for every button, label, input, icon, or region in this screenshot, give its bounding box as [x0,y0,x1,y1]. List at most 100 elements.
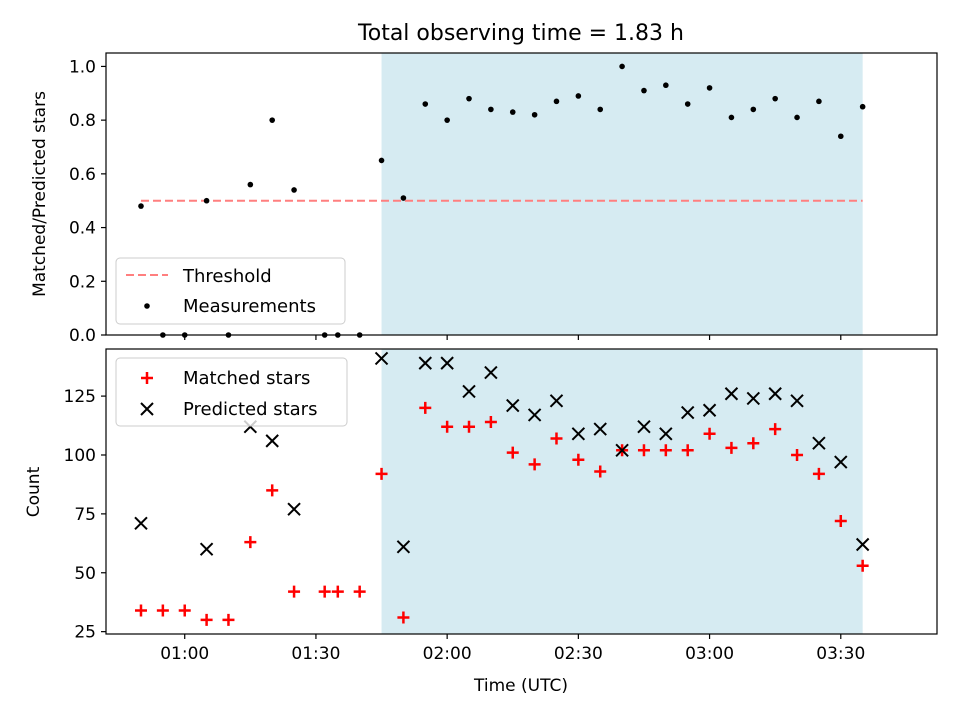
matched-stars-point [331,585,344,598]
matched-stars-point [637,444,650,457]
matched-stars-point [659,444,672,457]
count-legend-box [115,357,348,427]
count-frame [105,348,938,635]
measurement-point [509,109,516,115]
bottom-y-axis-label: Count [24,466,44,517]
measurement-point [816,98,822,105]
count-legend: Matched stars Predicted stars [115,357,348,427]
count-y-tick-label: 50 [74,564,96,584]
matched-stars-point [463,420,476,433]
measurement-point [641,87,647,94]
matched-stars-point [353,585,366,598]
measurement-point [553,98,560,105]
ratio-series-0 [138,63,866,338]
matched-stars-point [856,559,869,572]
predicted-stars-point [440,356,454,370]
predicted-stars-point [834,455,848,469]
ratio-legend-box [115,257,346,325]
matched-stars-point [318,585,331,598]
x-tick-label: 02:00 [423,644,472,664]
matched-stars-point [812,467,825,480]
predicted-stars-point [855,537,870,552]
matched-stars-point [769,423,782,436]
measurement-point [291,187,297,193]
ratio-y-tick-label: 0.4 [69,219,96,239]
x-tick-label: 03:00 [685,644,734,664]
predicted-stars-point [506,398,520,413]
measurement-point [138,203,144,209]
count-series-1 [134,351,870,556]
predicted-stars-point [790,394,804,408]
predicted-stars-point [680,405,695,420]
ratio-legend: Threshold Measurements [115,257,346,325]
predicted-stars-point [812,436,826,450]
matched-stars-point [156,604,169,617]
x-tick-label: 01:30 [291,644,340,664]
ratio-y-tick-label: 1.0 [69,57,96,77]
ratio-frame [105,52,938,336]
predicted-stars-point [702,403,717,417]
measurement-point [837,133,844,140]
count-panel: 25 50 75 100 125 01:00 01:30 02:00 02:30 03:00 03:… [64,348,938,664]
predicted-stars-point [462,384,476,399]
matched-stars-point [375,467,388,480]
measurement-point [400,195,407,201]
ratio-y-tick-label: 0.8 [69,111,96,131]
predicted-stars-point [418,356,432,370]
predicted-stars-point [571,427,586,441]
measurement-point [247,181,254,188]
matched-stars-point [288,585,301,598]
measurement-point [663,82,669,89]
count-y-tick-label: 75 [74,505,96,525]
matched-stars-point [528,458,541,471]
matched-stars-legend-swatch [141,372,153,384]
predicted-stars-point [396,540,411,554]
matched-stars-point [506,446,519,459]
threshold-legend-label: Threshold [182,266,272,287]
measurement-point [859,103,866,110]
matched-stars-point [747,437,760,450]
measurement-point [728,114,735,121]
predicted-stars-point [484,365,498,380]
predicted-stars-point [768,387,782,401]
measurement-point [575,93,582,99]
x-tick-label: 02:30 [554,644,603,664]
matched-stars-point [681,444,694,457]
matched-stars-point [703,427,716,440]
predicted-stars-point [199,542,214,556]
measurement-point [597,106,604,113]
measurement-point [794,114,800,121]
measurements-legend-swatch [144,303,150,309]
count-series-0 [134,401,869,626]
measurement-point [422,101,429,107]
predicted-stars-point [615,443,629,457]
measurement-point [684,101,691,107]
matched-stars-point [550,432,563,445]
predicted-stars-point [637,420,651,434]
measurement-point [203,197,210,204]
matched-stars-point [200,613,213,626]
matched-stars-point [572,453,585,466]
predicted-stars-point [287,502,301,516]
matched-stars-point [419,401,432,414]
measurement-point [772,95,778,102]
count-y-tick-label: 125 [64,387,96,407]
matched-stars-point [266,484,279,497]
measurement-point [269,117,276,123]
measurement-point [378,157,385,164]
matched-stars-point [834,514,847,527]
top-y-axis-label: Matched/Predicted stars [30,91,50,297]
matched-stars-point [134,604,147,617]
ratio-y-tick-label: 0.2 [69,272,96,292]
measurement-point [444,117,450,123]
measurement-point [750,106,757,113]
matched-stars-legend-label: Matched stars [183,368,310,389]
matched-stars-point [791,448,804,461]
ratio-y-tick-label: 0.6 [69,165,96,185]
measurement-point [619,63,625,70]
matched-stars-point [594,465,607,478]
ratio-shaded-region [381,53,863,335]
x-axis-label: Time (UTC) [473,676,568,696]
count-y-tick-label: 100 [64,446,96,466]
